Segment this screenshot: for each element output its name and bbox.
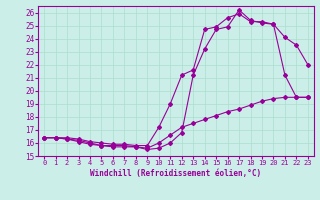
X-axis label: Windchill (Refroidissement éolien,°C): Windchill (Refroidissement éolien,°C): [91, 169, 261, 178]
